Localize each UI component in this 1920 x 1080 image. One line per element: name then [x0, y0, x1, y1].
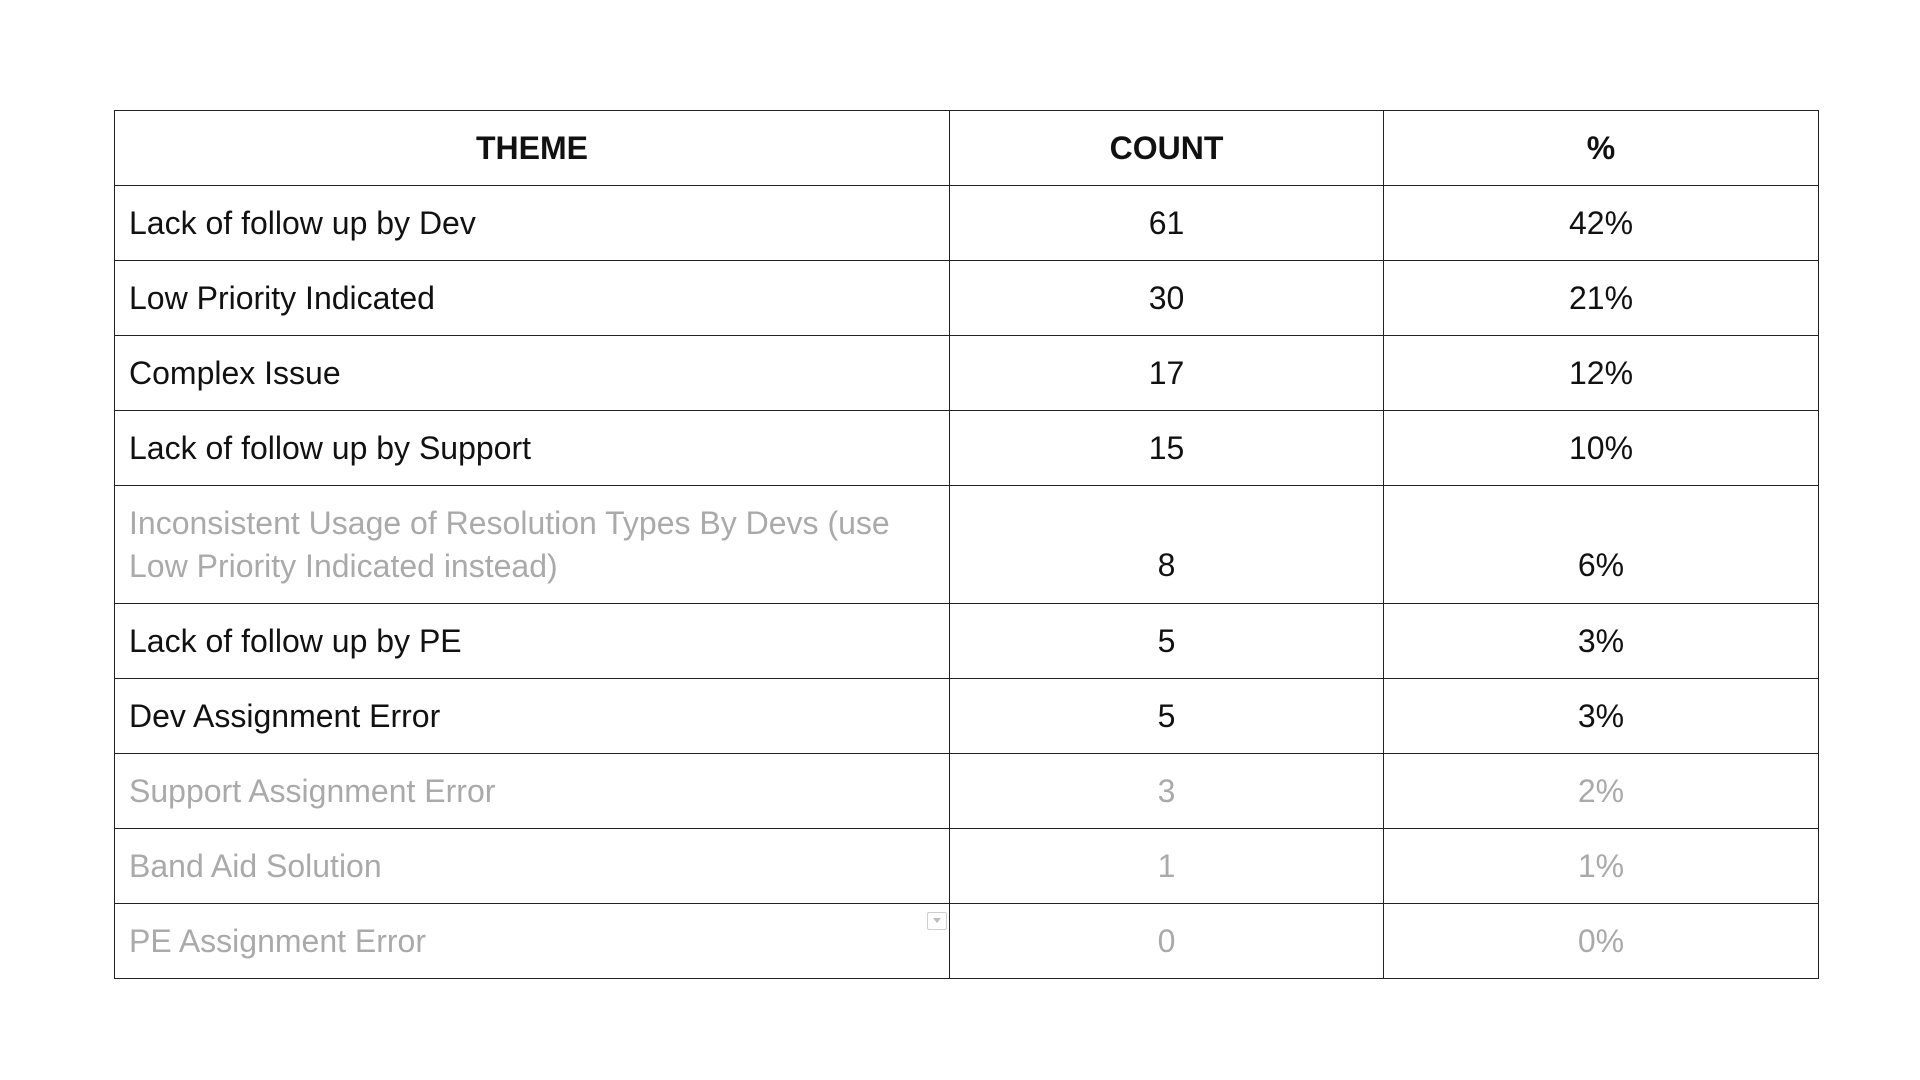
percent-cell[interactable]: 1% — [1383, 828, 1819, 904]
theme-cell[interactable]: Lack of follow up by Dev — [114, 185, 950, 261]
table-row: Band Aid Solution 1 1% — [114, 828, 1819, 904]
theme-cell-text: PE Assignment Error — [129, 922, 426, 959]
table-row: Lack of follow up by Support 15 10% — [114, 410, 1819, 486]
table-row: Dev Assignment Error 5 3% — [114, 678, 1819, 754]
percent-cell[interactable]: 2% — [1383, 753, 1819, 829]
count-cell[interactable]: 0 — [949, 903, 1384, 979]
percent-cell[interactable]: 6% — [1383, 485, 1819, 604]
theme-count-table-container: THEME COUNT % Lack of follow up by Dev 6… — [114, 110, 1819, 979]
theme-cell[interactable]: Lack of follow up by Support — [114, 410, 950, 486]
count-cell[interactable]: 61 — [949, 185, 1384, 261]
percent-cell[interactable]: 3% — [1383, 678, 1819, 754]
count-cell[interactable]: 5 — [949, 678, 1384, 754]
count-cell[interactable]: 1 — [949, 828, 1384, 904]
count-cell[interactable]: 15 — [949, 410, 1384, 486]
table-row: Complex Issue 17 12% — [114, 335, 1819, 411]
count-cell[interactable]: 30 — [949, 260, 1384, 336]
count-cell[interactable]: 5 — [949, 603, 1384, 679]
table-row: Inconsistent Usage of Resolution Types B… — [114, 485, 1819, 604]
theme-count-table: THEME COUNT % Lack of follow up by Dev 6… — [114, 110, 1819, 979]
count-cell[interactable]: 3 — [949, 753, 1384, 829]
table-row: PE Assignment Error 0 0% — [114, 903, 1819, 979]
theme-cell[interactable]: Support Assignment Error — [114, 753, 950, 829]
header-theme: THEME — [114, 110, 950, 186]
theme-cell[interactable]: Complex Issue — [114, 335, 950, 411]
theme-cell[interactable]: Lack of follow up by PE — [114, 603, 950, 679]
percent-cell[interactable]: 42% — [1383, 185, 1819, 261]
table-row: Support Assignment Error 3 2% — [114, 753, 1819, 829]
count-cell[interactable]: 8 — [949, 485, 1384, 604]
percent-cell[interactable]: 12% — [1383, 335, 1819, 411]
theme-cell[interactable]: Low Priority Indicated — [114, 260, 950, 336]
count-cell[interactable]: 17 — [949, 335, 1384, 411]
theme-cell[interactable]: Inconsistent Usage of Resolution Types B… — [114, 485, 950, 604]
theme-cell[interactable]: Band Aid Solution — [114, 828, 950, 904]
theme-cell[interactable]: Dev Assignment Error — [114, 678, 950, 754]
percent-cell[interactable]: 0% — [1383, 903, 1819, 979]
percent-cell[interactable]: 10% — [1383, 410, 1819, 486]
header-percent: % — [1383, 110, 1819, 186]
table-row: Lack of follow up by Dev 61 42% — [114, 185, 1819, 261]
table-row: Lack of follow up by PE 5 3% — [114, 603, 1819, 679]
dropdown-filter-icon[interactable] — [927, 912, 947, 930]
header-row: THEME COUNT % — [114, 110, 1819, 186]
header-count: COUNT — [949, 110, 1384, 186]
percent-cell[interactable]: 3% — [1383, 603, 1819, 679]
table-row: Low Priority Indicated 30 21% — [114, 260, 1819, 336]
theme-cell[interactable]: PE Assignment Error — [114, 903, 950, 979]
percent-cell[interactable]: 21% — [1383, 260, 1819, 336]
